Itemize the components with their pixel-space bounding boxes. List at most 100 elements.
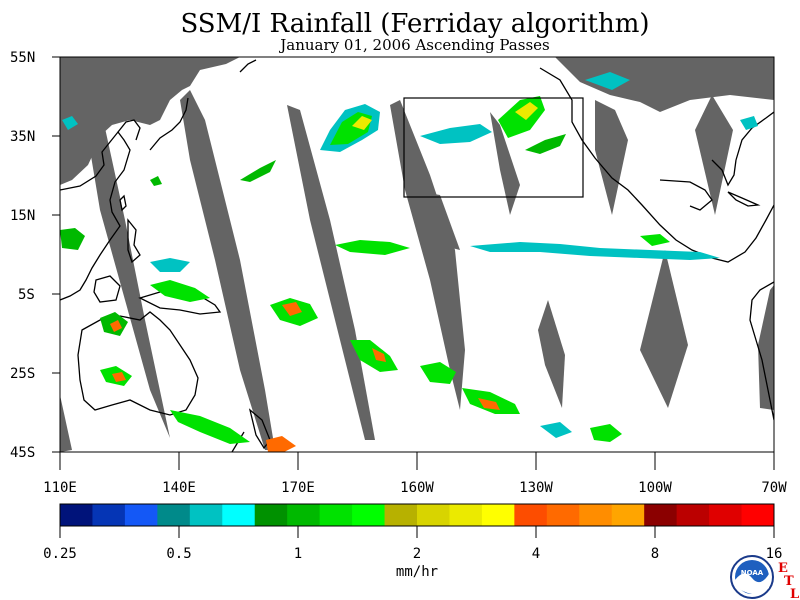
colorbar-swatch xyxy=(611,504,645,526)
coastline-alaska xyxy=(239,59,257,73)
no-data-region xyxy=(410,190,460,250)
no-data-region xyxy=(640,250,688,408)
rain-patch xyxy=(60,228,85,250)
colorbar-swatch xyxy=(124,504,158,526)
rain-patch xyxy=(590,424,622,442)
lat-label: 25S xyxy=(10,366,35,382)
colorbar-label: 0.5 xyxy=(166,546,191,562)
coastline-japan xyxy=(149,97,189,151)
colorbar xyxy=(60,504,775,526)
lat-labels: 55N 35N 15N 5S 25S 45S xyxy=(10,50,35,461)
no-data-region xyxy=(90,128,170,438)
no-data-region xyxy=(287,105,375,440)
lat-label: 45S xyxy=(10,445,35,461)
rain-patch xyxy=(170,410,250,444)
colorbar-swatch xyxy=(644,504,678,526)
no-data-region xyxy=(180,90,275,450)
rain-patch xyxy=(110,320,122,332)
etl-letter: T xyxy=(784,574,794,589)
colorbar-swatch xyxy=(189,504,223,526)
colorbar-swatch xyxy=(254,504,288,526)
coastlines xyxy=(60,59,774,452)
lon-label: 160W xyxy=(400,480,434,496)
noaa-logo-text: NOAA xyxy=(741,569,764,577)
colorbar-swatch xyxy=(157,504,191,526)
colorbar-swatch xyxy=(60,504,93,526)
lon-label: 130W xyxy=(519,480,553,496)
rain-patch xyxy=(420,362,456,384)
colorbar-swatch xyxy=(676,504,710,526)
rain-patch xyxy=(150,176,162,186)
coastline-north-america xyxy=(539,67,774,263)
rain-patch xyxy=(335,240,410,255)
rain-patch xyxy=(740,116,758,130)
rain-patch xyxy=(525,134,566,154)
rain-patch xyxy=(515,102,538,120)
colorbar-swatch xyxy=(481,504,515,526)
coastline-gulf xyxy=(659,179,713,211)
rain-patch xyxy=(585,72,630,90)
coastline-australia xyxy=(77,311,199,416)
etl-letter: E xyxy=(778,561,788,576)
coastline-borneo xyxy=(93,275,121,303)
no-data-regions xyxy=(60,57,774,452)
rain-patch xyxy=(352,116,372,130)
no-data-region xyxy=(695,95,733,215)
etl-letter: L xyxy=(790,587,799,600)
coastline-taiwan xyxy=(119,194,127,212)
rain-patch xyxy=(470,242,720,260)
lat-label: 55N xyxy=(10,50,35,66)
rain-patch xyxy=(372,348,386,362)
colorbar-label: 16 xyxy=(766,546,783,562)
coastline-asia xyxy=(60,130,131,301)
rainfall-patches xyxy=(60,72,758,452)
rain-patch xyxy=(150,258,190,272)
lat-label: 15N xyxy=(10,208,35,224)
title-block: SSM/I Rainfall (Ferriday algorithm) Janu… xyxy=(0,10,800,53)
rain-patch xyxy=(640,234,670,246)
no-data-region xyxy=(538,300,565,408)
highlight-box xyxy=(403,97,584,198)
colorbar-swatch xyxy=(514,504,548,526)
lon-label: 140E xyxy=(162,480,196,496)
rain-patch xyxy=(282,302,302,316)
colorbar-swatch xyxy=(709,504,743,526)
coastline-south-america xyxy=(749,281,774,421)
colorbar-swatch xyxy=(319,504,353,526)
colorbar-unit: mm/hr xyxy=(396,564,438,580)
no-data-region xyxy=(390,100,465,410)
lat-label: 35N xyxy=(10,129,35,145)
map-subtitle: January 01, 2006 Ascending Passes xyxy=(280,36,550,54)
colorbar-swatch xyxy=(417,504,450,526)
colorbar-swatch xyxy=(546,504,580,526)
rain-patch xyxy=(420,124,492,144)
lat-ticks xyxy=(52,56,60,453)
colorbar-labels: 0.25 0.5 1 2 4 8 16 xyxy=(43,546,782,562)
lon-ticks xyxy=(59,452,775,470)
colorbar-swatch xyxy=(222,504,256,526)
map-title: SSM/I Rainfall (Ferriday algorithm) xyxy=(180,9,650,39)
colorbar-swatch xyxy=(287,504,321,526)
etl-letters: E T L xyxy=(778,561,799,600)
rain-patch xyxy=(150,280,210,302)
lon-label: 100W xyxy=(638,480,672,496)
coastline-cuba xyxy=(727,191,761,207)
lat-label: 5S xyxy=(18,287,35,303)
rain-patch xyxy=(478,398,500,410)
colorbar-label: 2 xyxy=(413,546,421,562)
lon-label: 170E xyxy=(281,480,315,496)
colorbar-swatch xyxy=(449,504,483,526)
lon-label: 110E xyxy=(43,480,77,496)
colorbar-label: 4 xyxy=(532,546,540,562)
rain-patch xyxy=(266,436,296,452)
noaa-logo: NOAA xyxy=(730,555,774,599)
coastline-korea xyxy=(117,119,141,141)
colorbar-label: 1 xyxy=(294,546,302,562)
no-data-region xyxy=(758,285,774,410)
colorbar-swatch xyxy=(741,504,775,526)
colorbar-swatch xyxy=(579,504,613,526)
colorbar-swatch xyxy=(384,504,418,526)
colorbar-swatch xyxy=(92,504,126,526)
rain-patch xyxy=(350,340,398,372)
